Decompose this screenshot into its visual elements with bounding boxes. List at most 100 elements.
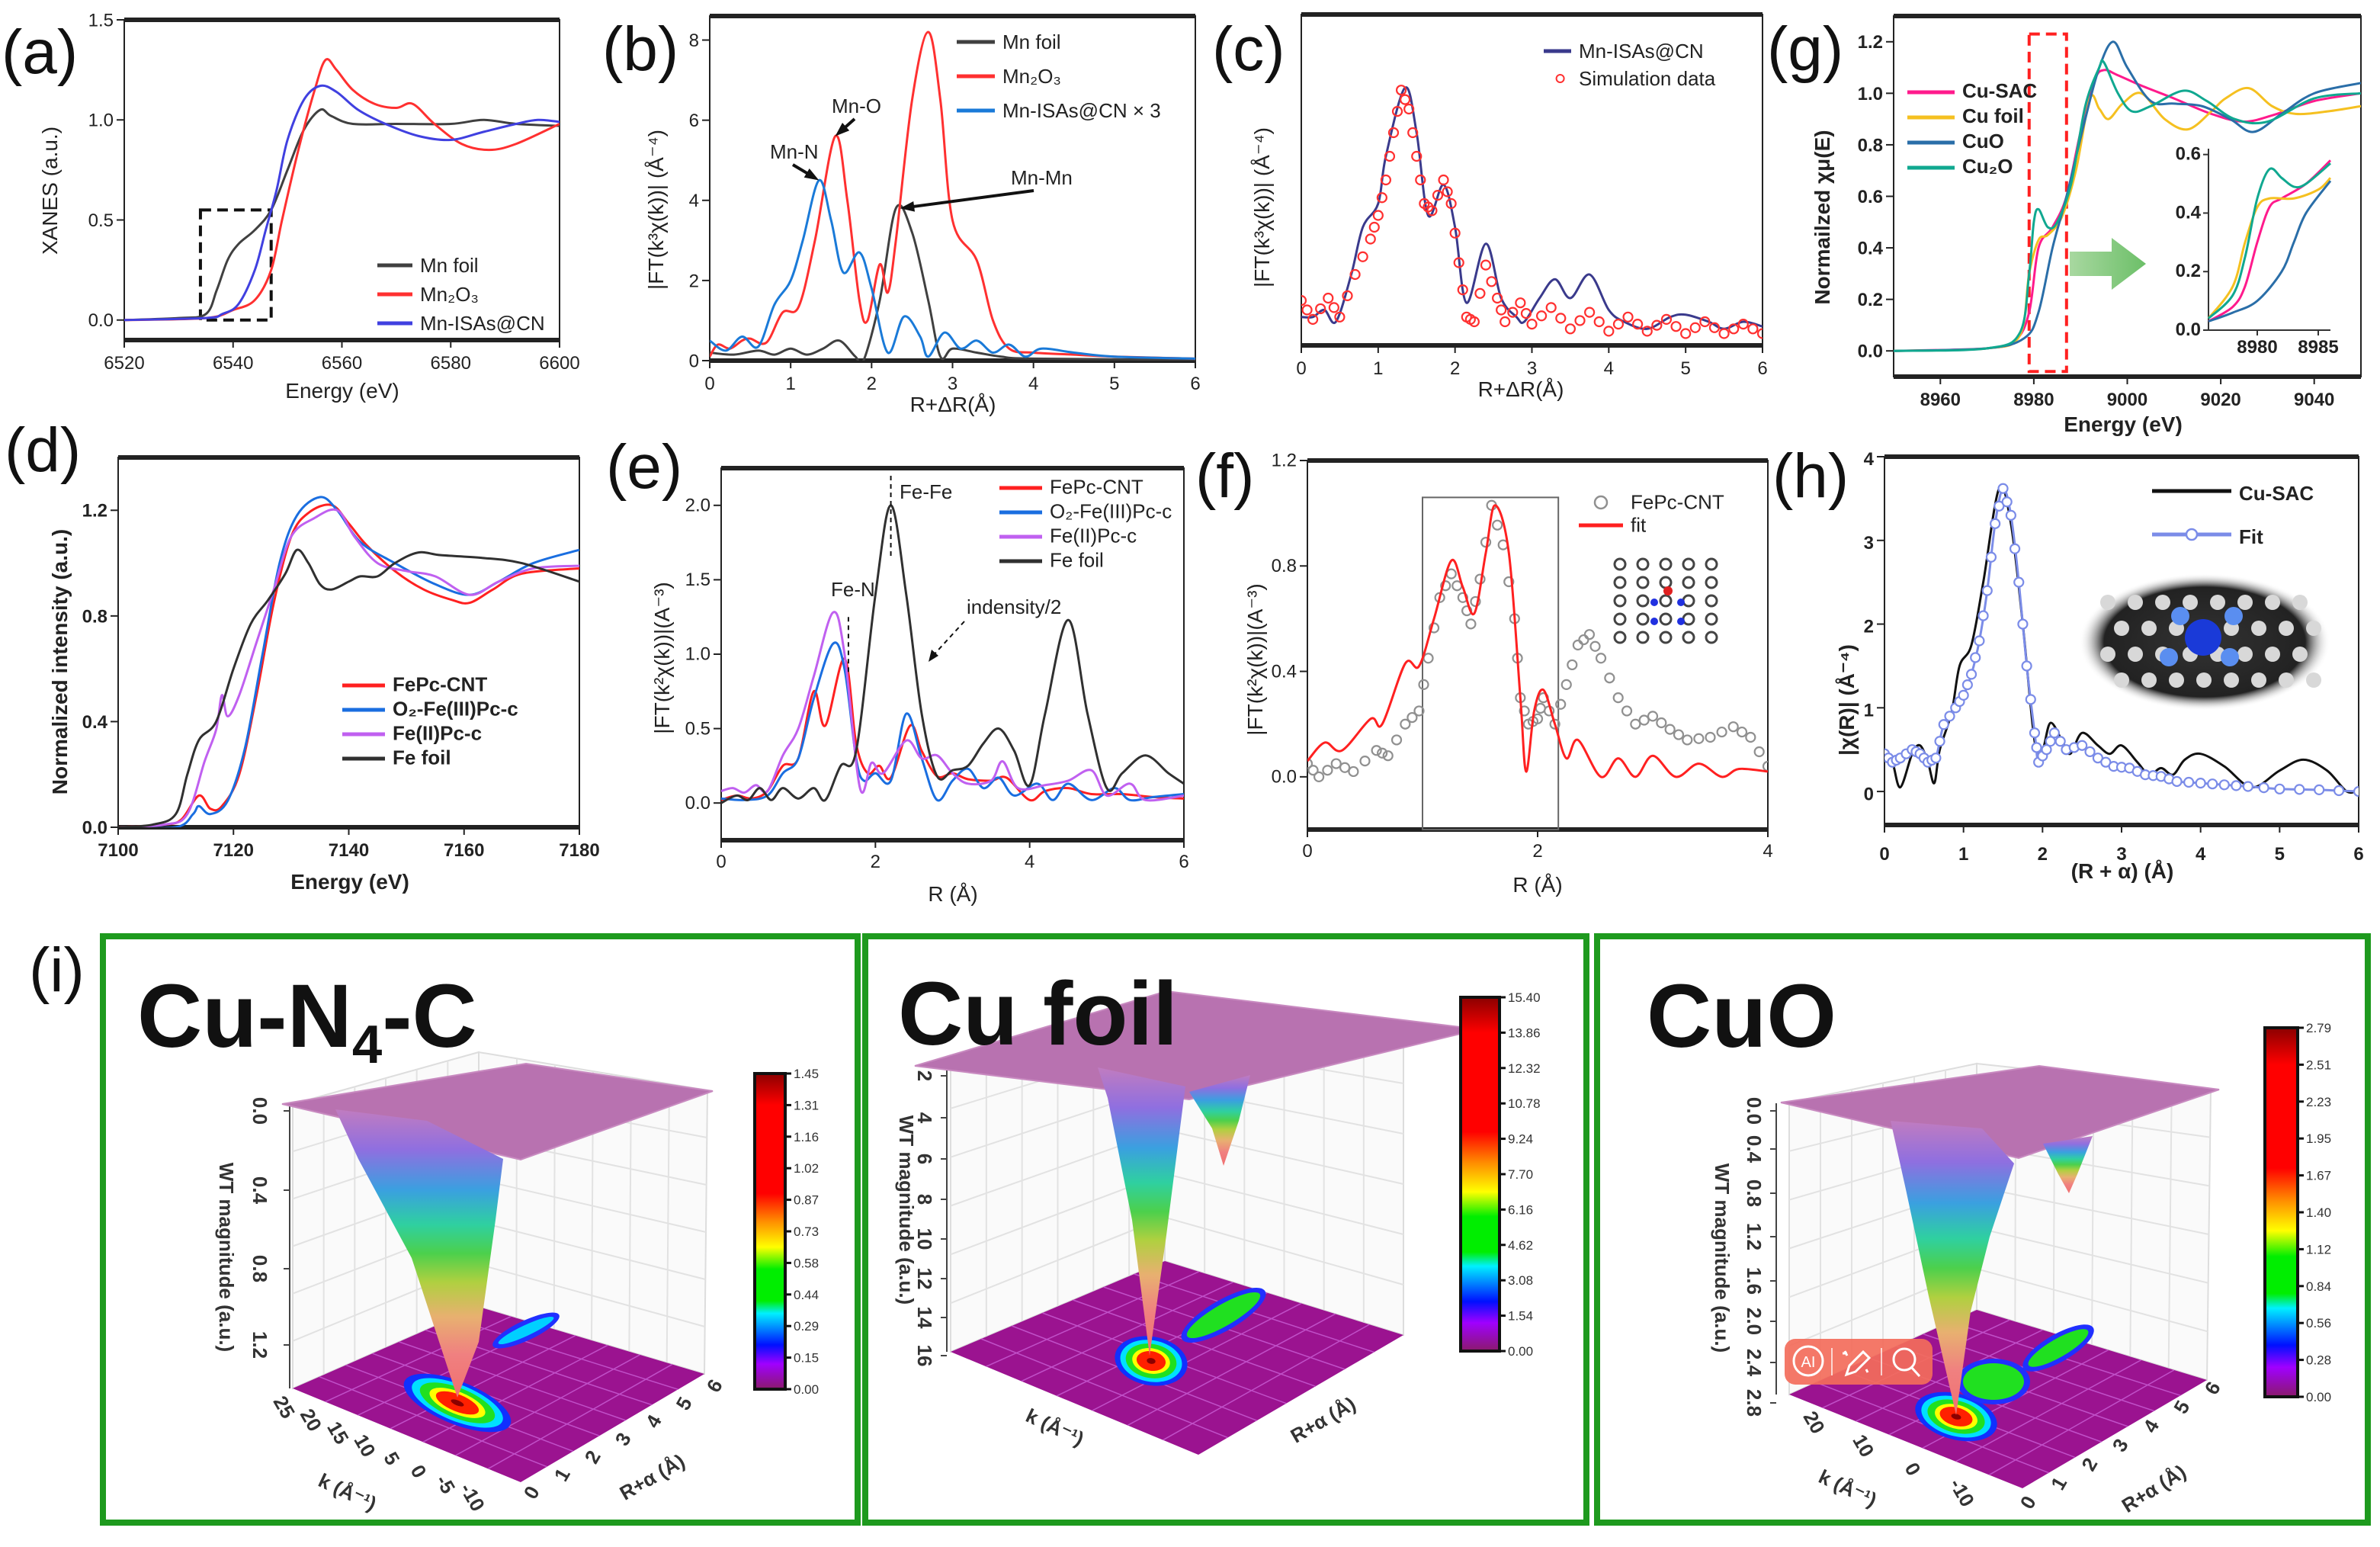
data-point (1372, 210, 1384, 221)
x-tick-label: 6600 (539, 353, 579, 374)
annotation-arrow (910, 189, 1034, 209)
data-point (1574, 315, 1586, 326)
legend-item: Fit (2152, 525, 2263, 548)
data-point (1560, 679, 1572, 690)
search-button[interactable] (1892, 1347, 1921, 1378)
x-tick-label: 9000 (2107, 390, 2147, 410)
chart-panel-h: (h) 0 1 2 3 4 5 6 0 1 2 3 4 (R + α) (Å) |χ(R)| (Å⁻⁴) Cu… (1772, 441, 2364, 883)
carbon-ring-icon (1613, 612, 1627, 626)
legend-item: Fe(II)Pc-c (342, 722, 482, 745)
data-point (1680, 328, 1692, 339)
colorbar-tick-label: 9.24 (1508, 1132, 1533, 1147)
data-point (1328, 302, 1339, 313)
data-point (1555, 313, 1567, 324)
data-point (1753, 746, 1765, 758)
data-point (1503, 576, 1515, 588)
x-axis-title: (R + α) (Å) (2071, 859, 2174, 883)
legend-item: Fe foil (342, 746, 451, 769)
ai-chat-button[interactable]: AI (1792, 1345, 1824, 1377)
colorbar-tick-label: 1.12 (2306, 1242, 2331, 1257)
y-tick-label: 0.4 (1272, 661, 1297, 682)
legend-label: O₂-Fe(III)Pc-c (393, 698, 518, 721)
data-point (1630, 718, 1641, 730)
carbon-atom-icon (2114, 672, 2129, 688)
data-point (2021, 660, 2032, 672)
heat-spot (498, 1316, 554, 1345)
carbon-atom-icon (2292, 595, 2308, 610)
ai-chat-icon (1792, 1345, 1824, 1377)
x-tick-label: 6 (1757, 358, 1767, 379)
chart-panel-c: (c) 0 1 2 3 4 5 6 R+ΔR(Å) |FT(k³χ(k))| (Å⁻⁴) Mn-IS… (1212, 12, 1768, 401)
legend-label: Mn-ISAs@CN (420, 312, 545, 335)
data-point (2031, 742, 2042, 753)
data-point (1468, 316, 1480, 328)
colorbar-tick-label: 0.28 (2306, 1353, 2331, 1368)
x-tick-label: 4 (1604, 358, 1614, 379)
y-tick-label: 0.6 (1858, 187, 1883, 207)
carbon-atom-icon (2169, 672, 2184, 688)
data-point (1985, 551, 1997, 563)
z-tick-label: 12 (913, 1268, 936, 1290)
carbon-ring-icon (1705, 557, 1718, 571)
data-point (1997, 483, 2009, 494)
x-tick-label: 6 (1179, 852, 1188, 872)
colorbar-tick-label: 7.70 (1508, 1167, 1533, 1182)
legend-label: Cu₂O (1962, 155, 2013, 178)
carbon-ring-icon (1613, 557, 1627, 571)
colorbar-tick-label: 10.78 (1508, 1096, 1541, 1111)
x-tick-label: 0 (1302, 841, 1312, 862)
floor-grid-line (1073, 1299, 1316, 1387)
floor-grid-line (980, 1338, 1228, 1439)
peak-annotation: Mn-O (832, 95, 881, 136)
chart-panel-f: (f) 0 2 4 0.0 0.4 0.8 1.2 R (Å) |FT(k²χ(k))|(A⁻³)… (1195, 441, 1773, 897)
data-point (1368, 221, 1380, 233)
legend-item: Cu-SAC (2152, 482, 2314, 505)
magic-pen-button[interactable] (1843, 1350, 1872, 1377)
title-part: Cu-N (137, 966, 352, 1067)
data-point (1981, 585, 1993, 596)
x-tick-label: 9020 (2200, 390, 2240, 410)
data-point (1934, 736, 1945, 747)
y-tick-label: 4 (689, 191, 699, 211)
floor-grid-line (390, 1335, 576, 1430)
data-point (1603, 326, 1615, 337)
z-tick-label: 2.4 (1743, 1349, 1766, 1377)
series-layer (1301, 85, 1763, 339)
data-point (2001, 496, 2013, 508)
data-point (1380, 174, 1392, 186)
y-tick-label: 0.2 (1858, 290, 1883, 310)
carbon-ring-icon (1613, 576, 1627, 589)
series-line (118, 508, 579, 827)
carbon-atom-icon (2141, 621, 2157, 636)
legend-label: Fit (2239, 525, 2263, 548)
carbon-atom-icon (2251, 621, 2266, 636)
colorbar-tick-label: 2.79 (2306, 1021, 2331, 1035)
series-layer (1894, 40, 2361, 352)
data-point (2013, 576, 2025, 588)
carbon-atom-icon (2128, 647, 2143, 662)
magic-pen-icon (1843, 1350, 1872, 1377)
data-point (1944, 711, 1955, 722)
data-point (2048, 727, 2060, 739)
data-point (1301, 304, 1313, 316)
floor-grid-line (986, 1271, 1200, 1367)
legend-label: Cu-SAC (2239, 482, 2314, 505)
y-tick-label: 3 (1864, 533, 1874, 554)
oxygen-atom-icon (1663, 586, 1673, 595)
colorbar-tick-label: 0.87 (794, 1193, 819, 1208)
carbon-ring-icon (1636, 594, 1650, 608)
title-part: -C (382, 966, 477, 1067)
colorbar-tick-label: 0.56 (2306, 1316, 2331, 1330)
data-point (1453, 257, 1464, 268)
projection-floor (293, 1307, 704, 1482)
legend-label: Fe(II)Pc-c (1050, 525, 1137, 547)
data-point (2017, 618, 2029, 630)
series-line (124, 58, 560, 322)
legend-item: Fe foil (999, 549, 1104, 572)
nitrogen-atom-icon (1677, 599, 1685, 606)
data-point (1536, 310, 1548, 322)
nitrogen-atom-icon (1650, 599, 1658, 606)
series-line (1894, 59, 2361, 352)
data-point (1407, 711, 1418, 724)
annotation-label: Mn-O (832, 95, 881, 117)
